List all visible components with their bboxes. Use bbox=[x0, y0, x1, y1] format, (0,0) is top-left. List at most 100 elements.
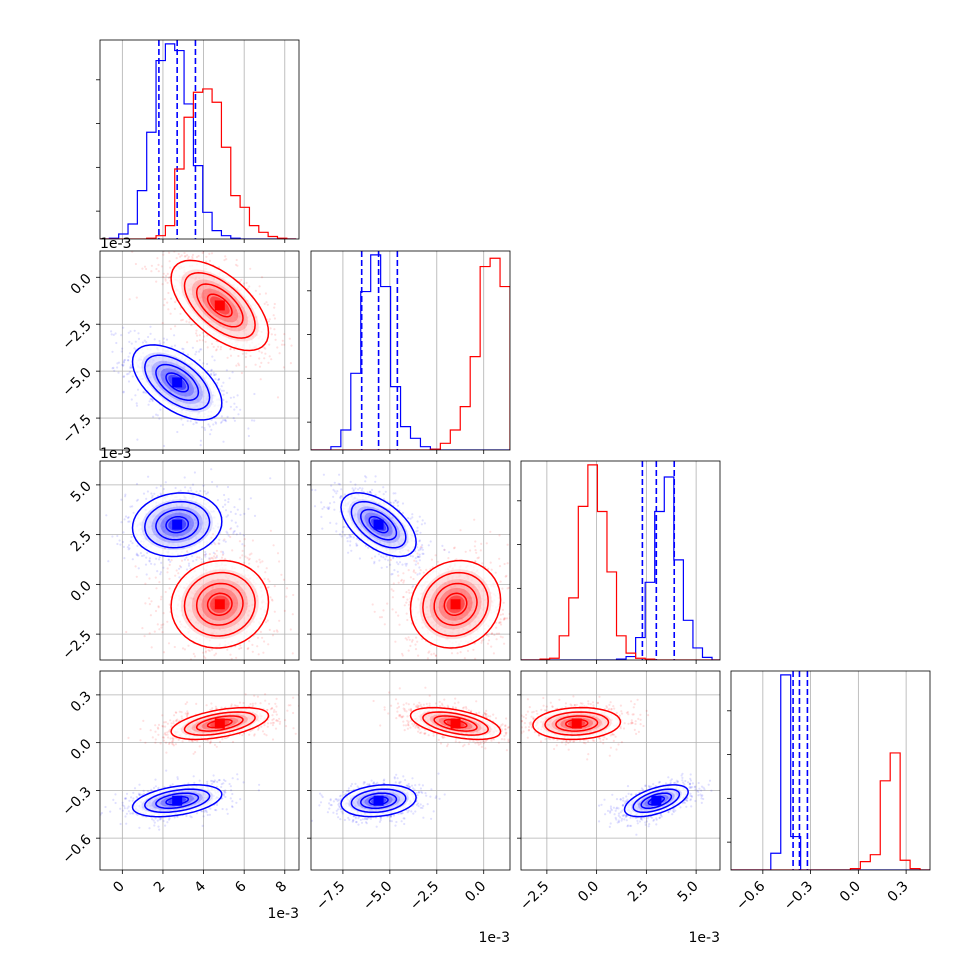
scatter-point bbox=[195, 350, 198, 353]
scatter-point bbox=[105, 514, 108, 517]
scatter-point bbox=[187, 489, 190, 492]
scatter-point bbox=[253, 514, 257, 518]
scatter-point bbox=[198, 358, 201, 362]
scatter-point bbox=[160, 595, 163, 599]
scatter-point bbox=[137, 332, 140, 335]
scatter-point bbox=[215, 554, 218, 557]
scatter-point bbox=[416, 546, 419, 549]
scatter-point bbox=[247, 647, 250, 650]
scatter-point bbox=[180, 254, 183, 257]
scatter-point bbox=[392, 557, 395, 560]
scatter-point bbox=[380, 566, 383, 569]
scatter-point bbox=[235, 406, 238, 409]
scatter-point bbox=[229, 354, 233, 357]
scatter-point bbox=[393, 569, 396, 572]
scatter-point bbox=[360, 489, 363, 492]
scatter-point bbox=[130, 366, 133, 369]
scatter-point bbox=[215, 348, 218, 351]
scatter-point bbox=[210, 418, 213, 421]
scatter-point bbox=[214, 421, 217, 424]
scatter-point bbox=[278, 352, 281, 355]
contour-line-blue bbox=[144, 354, 211, 411]
scatter-point bbox=[156, 623, 159, 626]
scatter-point bbox=[150, 496, 154, 499]
scatter-point bbox=[336, 490, 339, 493]
scatter-point bbox=[166, 272, 169, 275]
y-tick-label: 0.0 bbox=[68, 271, 95, 298]
scatter-point bbox=[224, 503, 227, 506]
scatter-point bbox=[233, 506, 236, 509]
scatter-point bbox=[147, 475, 150, 478]
scatter-point bbox=[245, 365, 248, 368]
scatter-point bbox=[184, 486, 187, 489]
scatter-point bbox=[180, 418, 183, 421]
scatter-point bbox=[283, 333, 286, 336]
scatter-point bbox=[358, 557, 361, 560]
scatter-point bbox=[389, 558, 393, 562]
scatter-point bbox=[204, 651, 207, 654]
scatter-point bbox=[236, 508, 239, 511]
scatter-point bbox=[329, 521, 332, 525]
scatter-point bbox=[409, 666, 411, 668]
scatter-point bbox=[156, 570, 159, 573]
scatter-point bbox=[151, 399, 154, 403]
scatter-point bbox=[343, 525, 346, 528]
scatter-point bbox=[187, 255, 190, 258]
scatter-point bbox=[501, 613, 505, 616]
scatter-panel-2-1 bbox=[311, 461, 510, 676]
scatter-point bbox=[236, 394, 239, 397]
scatter-point bbox=[134, 340, 137, 343]
scatter-point bbox=[212, 533, 215, 536]
scatter-point bbox=[209, 683, 211, 685]
scatter-point bbox=[241, 543, 244, 546]
scatter-point bbox=[130, 364, 133, 367]
scatter-point bbox=[452, 674, 454, 676]
scatter-point bbox=[216, 381, 219, 385]
scatter-point bbox=[259, 561, 262, 564]
scatter-point bbox=[219, 665, 221, 667]
scatter-point bbox=[158, 628, 161, 631]
scatter-point bbox=[181, 318, 184, 321]
scatter-point bbox=[122, 364, 125, 367]
scatter-point bbox=[208, 252, 211, 255]
scatter-point bbox=[155, 241, 157, 243]
scatter-point bbox=[416, 573, 419, 576]
scatter-point bbox=[187, 235, 189, 237]
scatter-point bbox=[263, 346, 266, 349]
scatter-point bbox=[141, 341, 144, 344]
scatter-point bbox=[267, 586, 270, 589]
hist-line-red bbox=[311, 257, 510, 450]
scatter-point bbox=[392, 501, 395, 504]
scatter-point bbox=[115, 341, 118, 345]
scatter-point bbox=[231, 549, 234, 552]
scatter-point bbox=[235, 258, 238, 262]
scatter-point bbox=[224, 420, 228, 423]
scatter-point bbox=[229, 348, 232, 351]
scatter-point bbox=[123, 557, 126, 560]
scatter-point bbox=[321, 527, 324, 530]
scatter-point bbox=[373, 610, 376, 613]
scatter-point bbox=[210, 536, 213, 539]
scatter-point bbox=[185, 568, 189, 571]
scatter-point bbox=[137, 337, 141, 340]
scatter-point bbox=[129, 540, 132, 543]
scatter-point bbox=[321, 507, 324, 510]
scatter-point bbox=[354, 487, 357, 490]
scatter-point bbox=[292, 593, 295, 597]
scatter-point bbox=[164, 277, 167, 281]
scatter-point bbox=[346, 540, 349, 543]
scatter-point bbox=[227, 534, 230, 537]
scatter-point bbox=[178, 564, 182, 568]
scatter-point bbox=[212, 557, 215, 560]
scatter-point bbox=[131, 375, 134, 378]
scatter-point bbox=[129, 366, 132, 370]
scatter-point bbox=[161, 322, 164, 325]
scatter-point bbox=[212, 674, 214, 676]
scatter-point bbox=[175, 569, 178, 572]
scatter-point bbox=[126, 546, 129, 549]
scatter-point bbox=[204, 555, 207, 558]
scatter-point bbox=[416, 529, 419, 532]
scatter-point bbox=[264, 621, 268, 624]
scatter-point bbox=[157, 605, 160, 608]
scatter-point bbox=[195, 490, 198, 493]
